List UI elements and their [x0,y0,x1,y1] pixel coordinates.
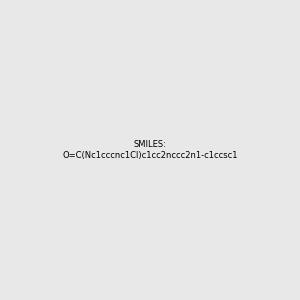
Text: SMILES:
O=C(Nc1cccnc1Cl)c1cc2nccc2n1-c1ccsc1: SMILES: O=C(Nc1cccnc1Cl)c1cc2nccc2n1-c1c… [62,140,238,160]
